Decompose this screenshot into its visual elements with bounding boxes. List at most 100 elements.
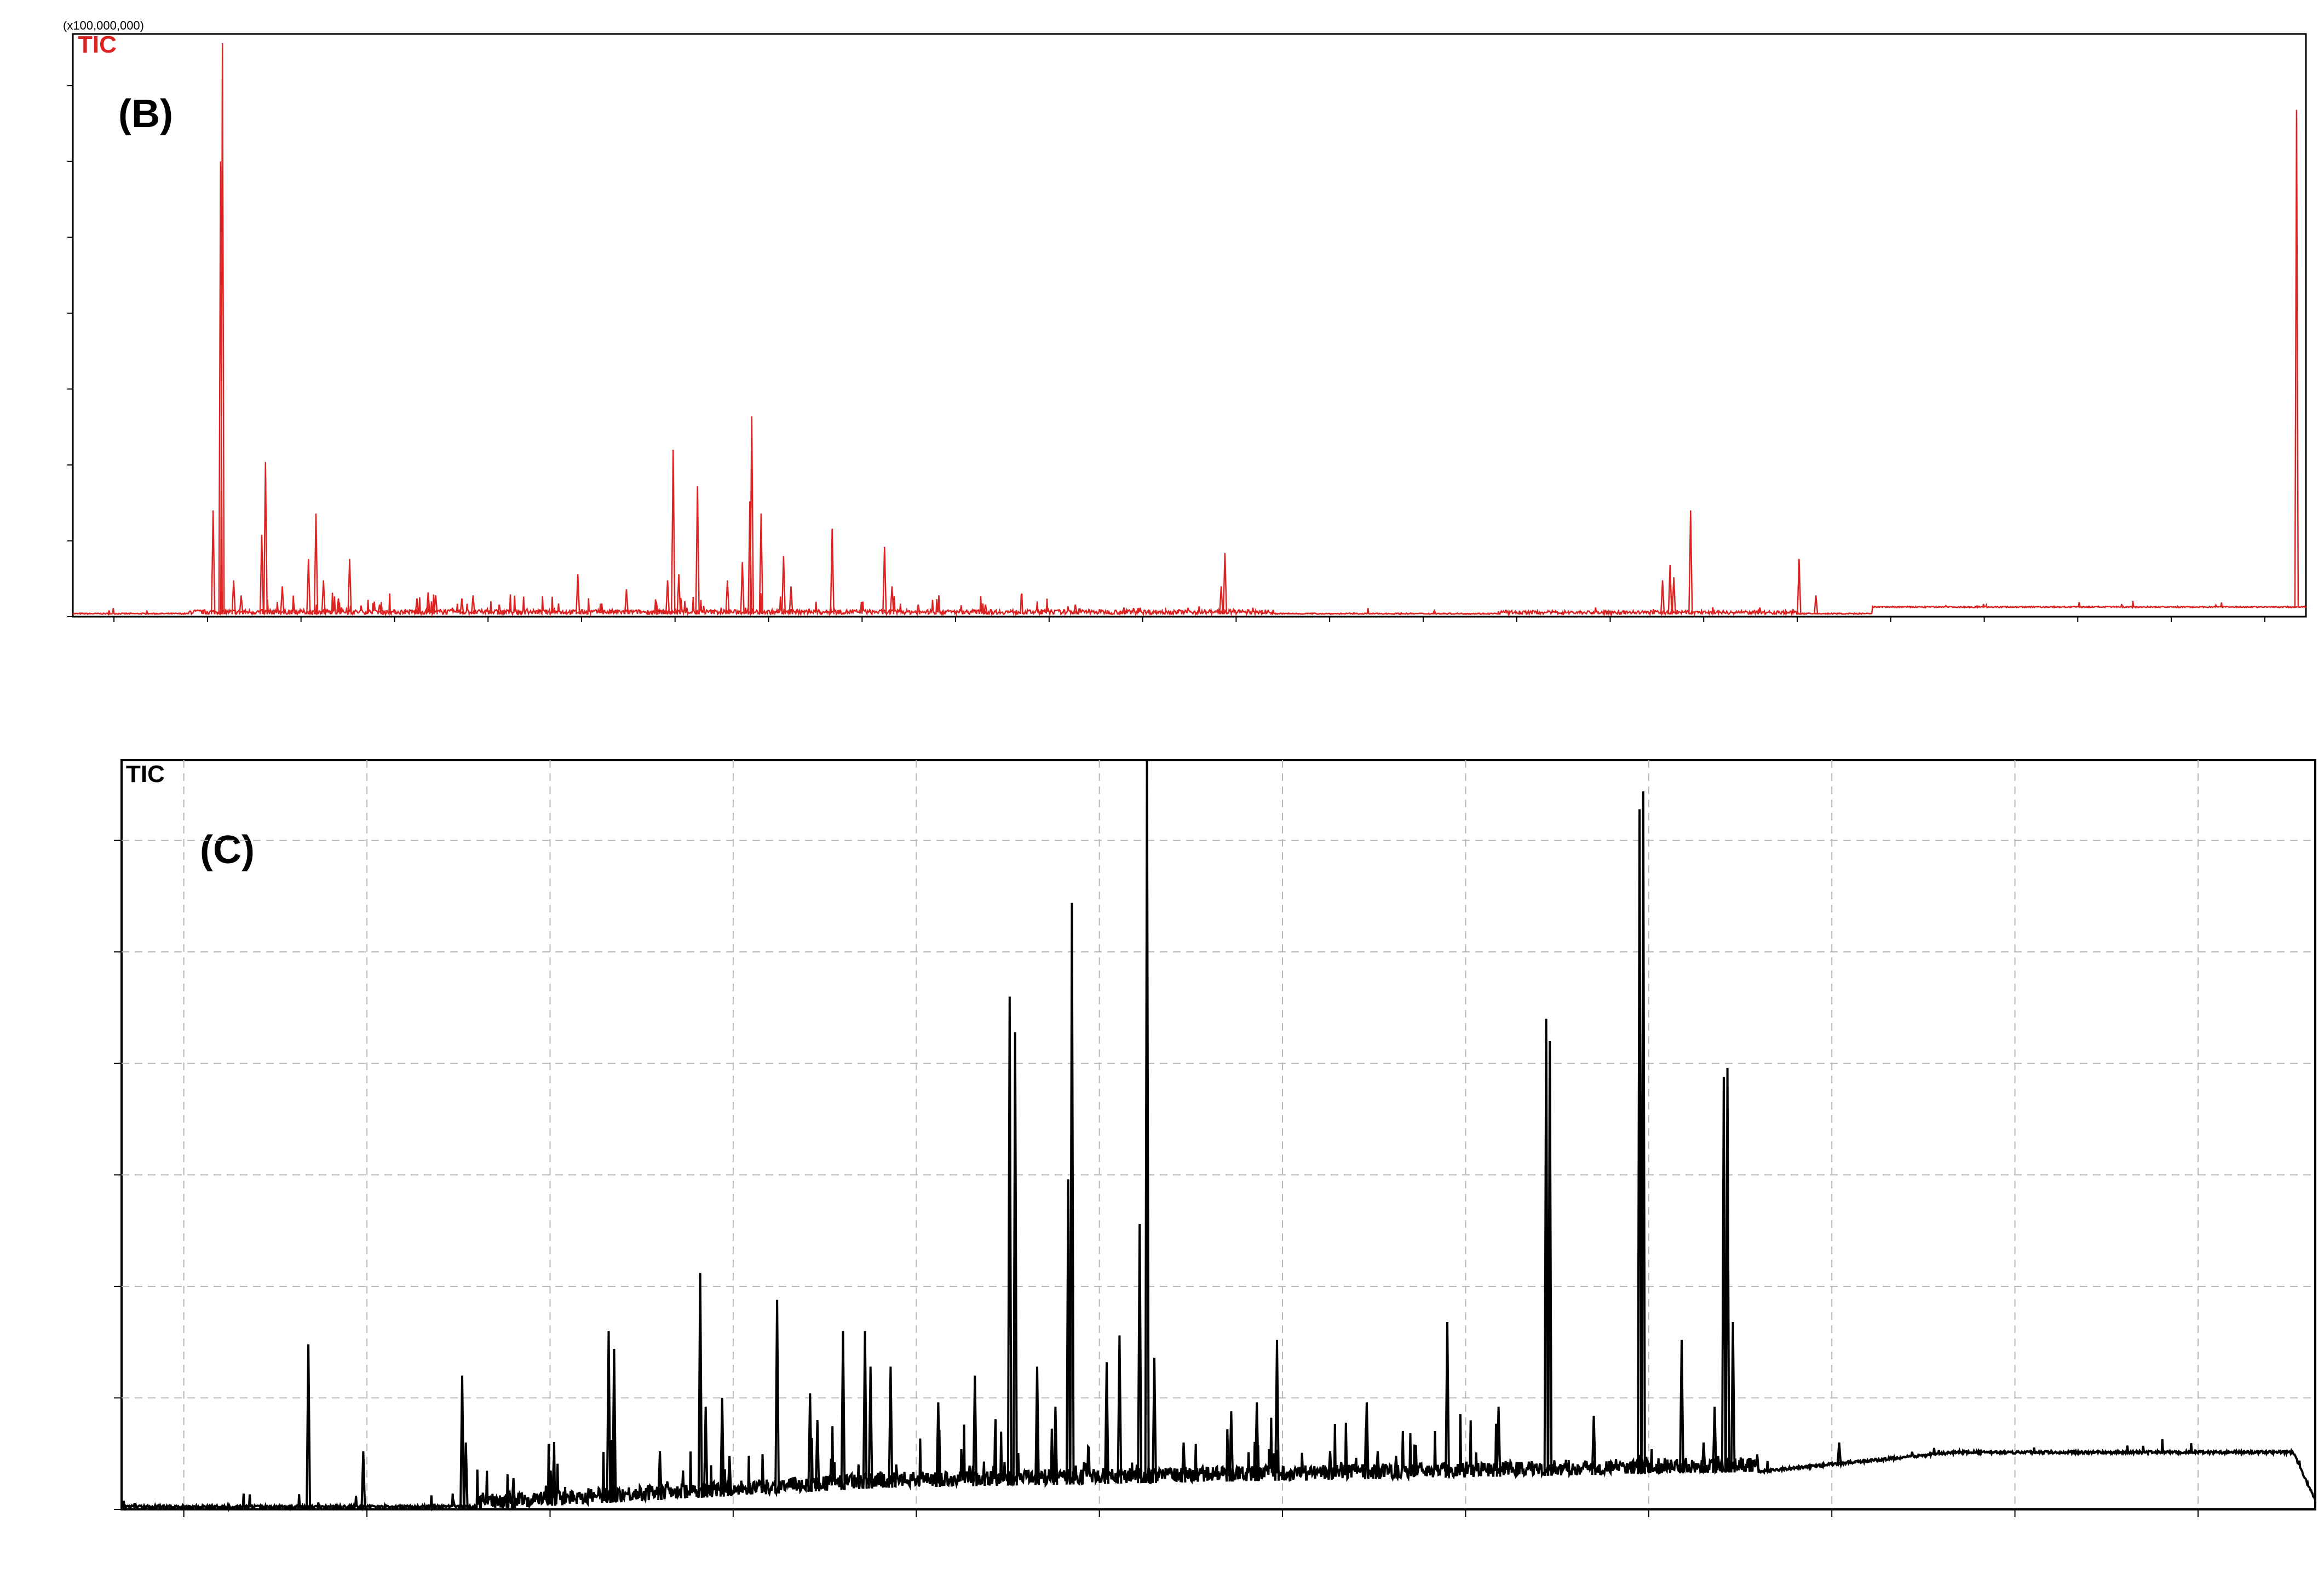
peak-11: [719, 1398, 725, 1497]
peak-22: [1006, 996, 1013, 1486]
peak-37: [889, 586, 895, 614]
peak-19: [470, 595, 476, 614]
peak-48: [1679, 1340, 1684, 1474]
plot-frame-c: [120, 759, 2316, 1510]
peak-14: [377, 604, 382, 614]
peak-45: [1660, 580, 1665, 614]
peak-13: [347, 559, 352, 614]
peak-4: [239, 595, 244, 614]
peak-11: [321, 580, 326, 614]
peak-29: [740, 562, 745, 614]
peak-15: [814, 1420, 820, 1492]
peak-42: [1495, 1406, 1502, 1477]
peak-47: [1640, 791, 1646, 1474]
peak-32: [1152, 1358, 1157, 1483]
peak-37: [1327, 1451, 1333, 1480]
baseline-trace: [72, 593, 2306, 617]
peak-12: [727, 1456, 733, 1496]
peak-17: [433, 595, 438, 614]
peak-46: [1667, 565, 1673, 614]
peak-27: [695, 486, 700, 614]
peak-5: [259, 535, 264, 614]
peak-46: [1637, 809, 1643, 1474]
peak-41: [1121, 607, 1126, 614]
peak-33: [1181, 1442, 1187, 1483]
peak-18: [459, 598, 464, 614]
peak-16: [425, 592, 431, 614]
peak-13: [774, 1300, 780, 1494]
peak-18: [867, 1366, 873, 1489]
peak-21: [575, 574, 580, 614]
chart-panel-c: TIC (C): [114, 759, 2316, 1517]
peak-14: [807, 1393, 813, 1492]
peak-23: [654, 601, 659, 614]
peak-20: [935, 1402, 941, 1487]
peak-6: [263, 462, 268, 614]
peak-49: [1757, 607, 1762, 614]
peak-41: [1445, 1322, 1450, 1478]
peak-42: [1222, 553, 1228, 614]
peak-50: [1797, 559, 1802, 614]
peak-25: [671, 450, 676, 614]
peak-45: [1591, 1415, 1597, 1475]
signal-label-b: TIC: [78, 31, 117, 58]
peak-38: [1364, 1402, 1370, 1479]
peak-9: [306, 559, 311, 614]
peak-38: [916, 604, 921, 614]
peak-36: [882, 547, 887, 614]
peak-27: [1069, 903, 1075, 1485]
peak-23: [1012, 1032, 1018, 1486]
peak-6: [606, 1331, 612, 1503]
peak-24: [665, 580, 670, 614]
peak-0: [210, 510, 216, 614]
peak-44: [1547, 1041, 1553, 1476]
peak-44: [1432, 608, 1437, 615]
peak-1: [360, 1451, 366, 1508]
peak-33: [781, 556, 786, 614]
peak-24: [1034, 1366, 1040, 1485]
peak-19: [888, 1366, 894, 1488]
peak-2: [459, 1375, 465, 1508]
series-b: [72, 43, 2306, 617]
peak-30: [1137, 1223, 1143, 1484]
peak-4: [510, 1478, 516, 1508]
peak-10: [313, 513, 319, 614]
peak-40: [1073, 604, 1078, 614]
peak-43: [1218, 586, 1224, 614]
chart-panel-b: (x100,000,000) TIC (B): [63, 19, 2307, 622]
peak-29: [1117, 1335, 1123, 1484]
axes-c: [114, 840, 2199, 1517]
peak-2: [218, 161, 223, 614]
plot-frame-b: [72, 33, 2307, 618]
peak-28: [1104, 1362, 1109, 1484]
panel-label-b: (B): [118, 92, 173, 136]
peak-25: [1052, 1406, 1059, 1485]
peak-12: [336, 598, 341, 614]
peak-51: [1813, 595, 1819, 614]
peak-39: [1374, 1451, 1380, 1479]
signal-label-c: TIC: [126, 761, 165, 788]
peak-21: [972, 1375, 978, 1486]
peak-26: [676, 574, 681, 614]
peak-49: [1701, 1442, 1707, 1473]
peak-35: [830, 529, 835, 614]
peak-50: [1712, 1406, 1718, 1473]
peak-8: [657, 1451, 663, 1500]
peak-31: [747, 501, 752, 614]
peak-20: [497, 604, 502, 614]
peak-34: [1228, 1411, 1234, 1482]
peak-47: [1671, 577, 1676, 614]
series-c: [120, 760, 2316, 1513]
peak-31: [1144, 760, 1150, 1484]
peak-32: [758, 513, 764, 614]
peak-28: [725, 580, 730, 614]
peak-54: [1836, 1442, 1842, 1466]
peak-43: [1543, 1019, 1549, 1476]
panel-label-c: (C): [200, 828, 255, 872]
peak-7: [611, 1348, 617, 1503]
axes-b: [67, 85, 2265, 622]
peak-34: [789, 586, 793, 614]
peak-3: [231, 580, 236, 614]
y-multiplier-b: (x100,000,000): [63, 19, 144, 32]
